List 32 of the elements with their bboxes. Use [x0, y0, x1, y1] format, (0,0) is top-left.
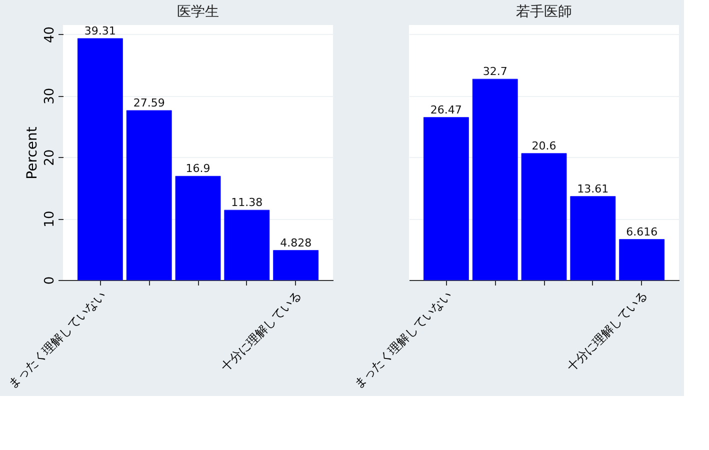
bar: [273, 250, 319, 280]
bar: [472, 78, 518, 280]
data-label: 16.9: [186, 162, 210, 176]
bar: [570, 196, 616, 280]
x-tick-label: まったく理解していない: [5, 288, 109, 392]
y-tick-label: 30: [42, 88, 58, 104]
data-label: 39.31: [84, 24, 116, 38]
bar: [175, 176, 221, 280]
y-tick-label: 20: [42, 149, 58, 166]
data-label: 6.616: [626, 225, 658, 238]
y-tick-label: 10: [42, 210, 58, 228]
bar: [619, 239, 665, 280]
data-label: 20.6: [532, 139, 556, 152]
x-tick-label: 十分に理解している: [564, 288, 650, 374]
bar: [521, 153, 567, 280]
bar: [423, 117, 469, 280]
data-label: 27.59: [133, 96, 165, 110]
data-label: 11.38: [231, 196, 263, 210]
y-axis-title: Percent: [24, 126, 40, 180]
x-tick-label: まったく理解していない: [351, 288, 455, 392]
data-label: 4.828: [280, 236, 312, 250]
bar: [77, 38, 123, 280]
y-tick-label: 0: [42, 276, 58, 285]
bar: [224, 210, 270, 280]
chart-title: 医学生: [177, 4, 219, 20]
x-tick-label: 十分に理解している: [218, 288, 304, 374]
chart-title: 若手医師: [516, 4, 572, 20]
y-tick-label: 40: [42, 26, 58, 43]
data-label: 26.47: [430, 103, 462, 116]
data-label: 32.7: [482, 65, 508, 78]
data-label: 13.61: [577, 182, 609, 196]
bar: [126, 110, 172, 280]
